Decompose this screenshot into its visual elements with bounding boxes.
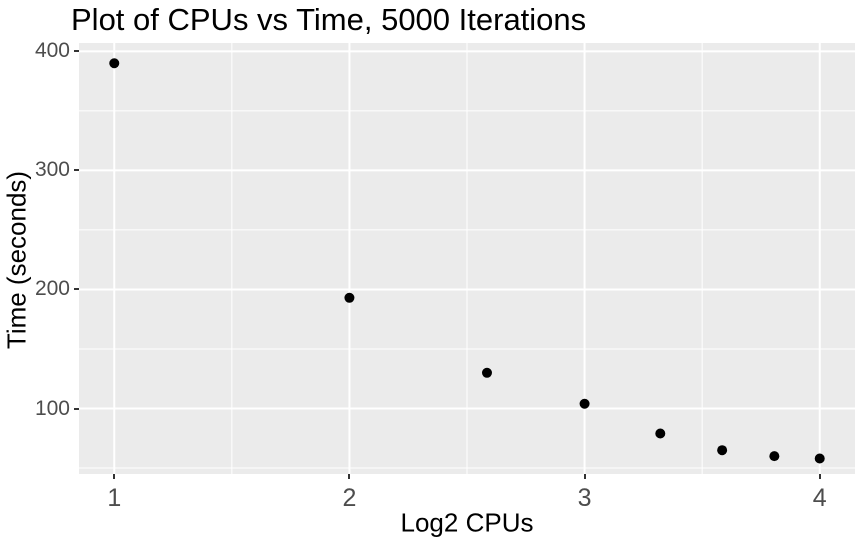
y-tick-label: 100	[34, 396, 70, 420]
plot-panel	[79, 43, 855, 474]
x-axis-title: Log2 CPUs	[400, 507, 534, 538]
x-tick-label: 2	[342, 484, 357, 512]
x-tick-mark	[348, 474, 351, 479]
data-point	[814, 453, 825, 464]
x-tick-mark	[583, 474, 586, 479]
y-tick-mark	[74, 169, 79, 172]
x-tick-mark	[818, 474, 821, 479]
plot-canvas	[79, 43, 855, 474]
data-point	[344, 292, 355, 303]
y-axis-title: Time (seconds)	[1, 170, 32, 350]
y-tick-mark	[74, 288, 79, 291]
y-tick-label: 400	[34, 39, 70, 63]
y-tick-mark	[74, 50, 79, 53]
data-point	[481, 367, 492, 378]
data-point	[655, 428, 666, 439]
x-tick-mark	[113, 474, 116, 479]
y-tick-label: 200	[34, 277, 70, 301]
data-point	[109, 58, 120, 69]
data-point	[769, 451, 780, 462]
chart-title: Plot of CPUs vs Time, 5000 Iterations	[71, 2, 587, 37]
x-tick-label: 3	[577, 484, 592, 512]
x-tick-label: 4	[812, 484, 827, 512]
data-point	[579, 398, 590, 409]
y-tick-mark	[74, 407, 79, 410]
data-point	[717, 445, 728, 456]
x-tick-label: 1	[107, 484, 122, 512]
y-tick-label: 300	[34, 158, 70, 182]
